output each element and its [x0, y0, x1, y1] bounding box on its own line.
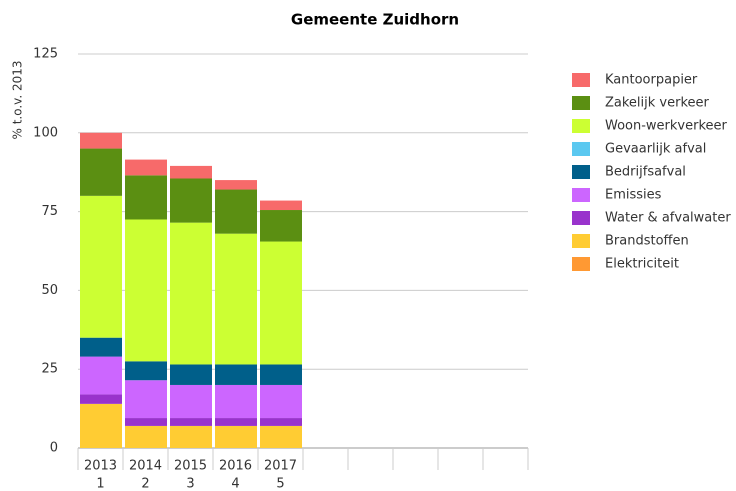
- y-axis-label: % t.o.v. 2013: [11, 60, 25, 139]
- legend-label: Bedrijfsafval: [605, 165, 686, 180]
- bar-segment: [125, 425, 167, 448]
- bar-segment: [170, 364, 212, 385]
- bar-segment: [125, 159, 167, 176]
- bar-segment: [260, 425, 302, 448]
- bar-segment: [215, 189, 257, 234]
- y-tick-label: 75: [41, 204, 58, 219]
- bar-segment: [125, 418, 167, 426]
- x-tick-number: 5: [276, 477, 284, 491]
- x-tick-label: 2013: [84, 459, 117, 474]
- legend-swatch: [572, 257, 590, 271]
- x-tick-number: 3: [186, 477, 194, 491]
- x-tick-number: 4: [231, 477, 239, 491]
- legend-label: Brandstoffen: [605, 234, 689, 249]
- legend-swatch: [572, 165, 590, 179]
- legend-swatch: [572, 96, 590, 110]
- x-tick-label: 2017: [264, 459, 297, 474]
- legend-swatch: [572, 211, 590, 225]
- legend-label: Zakelijk verkeer: [605, 96, 710, 111]
- x-tick-label: 2014: [129, 459, 162, 474]
- bar-segment: [170, 425, 212, 448]
- bar-segment: [125, 380, 167, 419]
- legend-label: Emissies: [605, 188, 662, 203]
- bar-segment: [170, 418, 212, 426]
- y-tick-label: 125: [33, 47, 58, 62]
- bar-segment: [80, 195, 122, 338]
- bar-segment: [170, 165, 212, 179]
- bar-segment: [215, 233, 257, 365]
- legend-swatch: [572, 119, 590, 133]
- bar-segment: [170, 222, 212, 365]
- bar-segment: [260, 418, 302, 426]
- y-tick-label: 50: [41, 283, 58, 298]
- legend-swatch: [572, 188, 590, 202]
- bar-segment: [215, 425, 257, 448]
- bar-segment: [80, 337, 122, 357]
- bar-segment: [215, 418, 257, 426]
- legend-swatch: [572, 73, 590, 87]
- bar-segment: [215, 364, 257, 385]
- chart-title: Gemeente Zuidhorn: [291, 11, 459, 29]
- x-tick-label: 2015: [174, 459, 207, 474]
- bar-segment: [80, 132, 122, 149]
- bar-segment: [170, 384, 212, 419]
- y-tick-label: 0: [50, 441, 58, 456]
- bar-segment: [125, 219, 167, 362]
- legend-swatch: [572, 234, 590, 248]
- bar-segment: [260, 364, 302, 385]
- bar-segment: [215, 180, 257, 190]
- bar-segment: [260, 384, 302, 419]
- y-tick-label: 100: [33, 125, 58, 140]
- legend-label: Water & afvalwater: [605, 211, 731, 226]
- bar-segment: [260, 200, 302, 211]
- legend-label: Gevaarlijk afval: [605, 142, 706, 157]
- bar-segment: [80, 394, 122, 404]
- legend-swatch: [572, 142, 590, 156]
- bar-segment: [260, 210, 302, 242]
- bar-segment: [80, 356, 122, 395]
- bar-segment: [80, 403, 122, 448]
- y-tick-label: 25: [41, 362, 58, 377]
- legend-label: Kantoorpapier: [605, 73, 698, 88]
- bar-segment: [170, 178, 212, 223]
- bar-segment: [80, 148, 122, 196]
- x-tick-label: 2016: [219, 459, 252, 474]
- bar-segment: [260, 241, 302, 365]
- bar-segment: [125, 361, 167, 381]
- x-tick-number: 1: [96, 477, 104, 491]
- x-tick-number: 2: [141, 477, 149, 491]
- legend-label: Woon-werkverkeer: [605, 119, 728, 134]
- legend-label: Elektriciteit: [605, 257, 679, 272]
- bar-segment: [215, 384, 257, 419]
- bar-segment: [125, 175, 167, 220]
